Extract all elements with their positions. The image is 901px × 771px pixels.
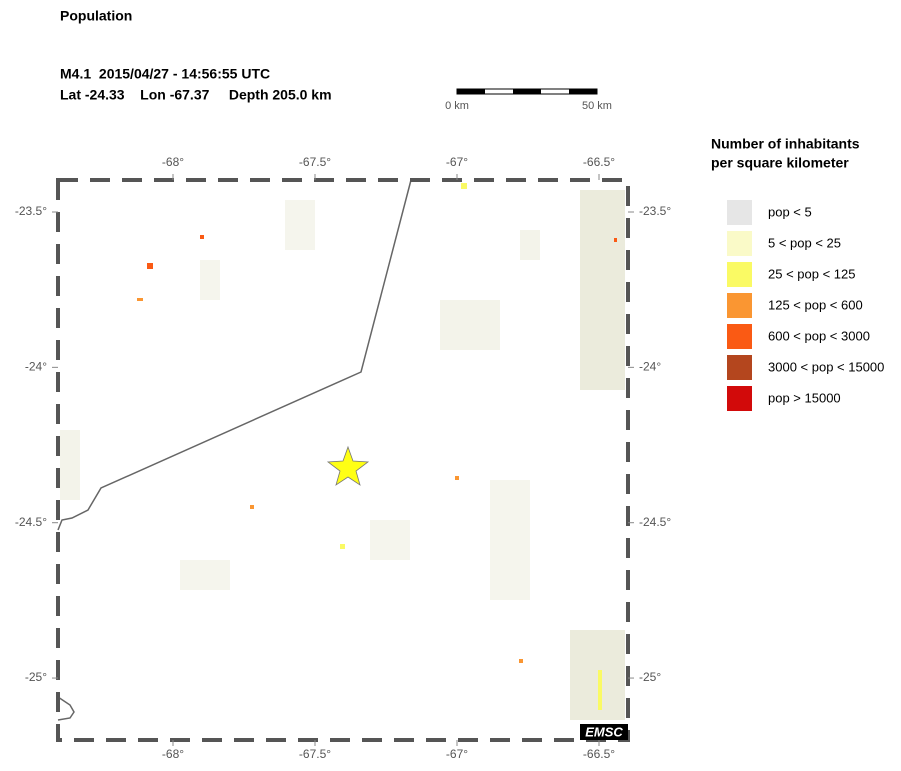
- legend-swatch: [727, 293, 752, 318]
- scale-start: 0 km: [445, 100, 469, 112]
- cell-cluster: [60, 430, 80, 500]
- event-info: M4.1 2015/04/27 - 14:56:55 UTC: [60, 66, 270, 82]
- population-dots: [137, 183, 617, 710]
- lon-label: -67°: [446, 747, 468, 761]
- dot: [614, 238, 617, 242]
- legend-swatch: [727, 200, 752, 225]
- lat-label: -24.5°: [15, 515, 47, 529]
- cell-cluster: [580, 190, 625, 390]
- legend-title: per square kilometer: [711, 155, 849, 171]
- lon-label: -66.5°: [583, 155, 615, 169]
- border-line: [57, 179, 412, 721]
- dot: [461, 183, 467, 189]
- lat-label: -24°: [25, 360, 47, 374]
- lon-label: -68°: [162, 747, 184, 761]
- map-frame: [56, 178, 630, 742]
- scale-bar: 0 km 50 km: [445, 88, 612, 112]
- scale-segment: [457, 89, 485, 94]
- dot: [519, 659, 523, 663]
- credit-box: [580, 724, 628, 740]
- lon-label: -66.5°: [583, 747, 615, 761]
- legend-swatch: [727, 262, 752, 287]
- legend-swatch: [727, 231, 752, 256]
- lat-label: -25°: [639, 670, 661, 684]
- dot: [340, 544, 345, 549]
- cell-cluster: [200, 260, 220, 300]
- cell-cluster: [490, 480, 530, 600]
- legend-swatch: [727, 355, 752, 380]
- lon-label: -68°: [162, 155, 184, 169]
- legend-label: 600 < pop < 3000: [768, 328, 870, 343]
- lat-label: -24°: [639, 360, 661, 374]
- legend-label: 3000 < pop < 15000: [768, 359, 884, 374]
- legend-label: pop > 15000: [768, 390, 841, 405]
- cell-cluster: [520, 230, 540, 260]
- lon-label: -67.5°: [299, 155, 331, 169]
- scale-segment: [569, 89, 597, 94]
- legend-label: 125 < pop < 600: [768, 297, 863, 312]
- cell-cluster: [440, 300, 500, 350]
- credit: EMSC: [585, 724, 623, 739]
- epicenter-star: [326, 445, 370, 486]
- legend-swatch: [727, 386, 752, 411]
- lon-label: -67°: [446, 155, 468, 169]
- lat-label: -25°: [25, 670, 47, 684]
- map: EMSC: [56, 178, 630, 742]
- lat-label: -23.5°: [15, 204, 47, 218]
- dot: [598, 670, 602, 710]
- scale-end: 50 km: [582, 100, 612, 112]
- dot: [200, 235, 204, 239]
- legend-label: 5 < pop < 25: [768, 235, 841, 250]
- cell-cluster: [180, 560, 230, 590]
- legend-title: Number of inhabitants: [711, 136, 860, 152]
- cell-cluster: [370, 520, 410, 560]
- location-info: Lat -24.33 Lon -67.37 Depth 205.0 km: [60, 87, 332, 103]
- dot: [147, 263, 153, 269]
- dot: [137, 298, 143, 301]
- legend-swatch: [727, 324, 752, 349]
- cell-cluster: [570, 630, 625, 720]
- legend-label: pop < 5: [768, 204, 812, 219]
- population-cells: [60, 190, 625, 720]
- title: Population: [60, 8, 132, 24]
- legend-label: 25 < pop < 125: [768, 266, 855, 281]
- lat-label: -23.5°: [639, 204, 671, 218]
- dot: [455, 476, 459, 480]
- scale-segment: [513, 89, 541, 94]
- lat-label: -24.5°: [639, 515, 671, 529]
- cell-cluster: [285, 200, 315, 250]
- lon-label: -67.5°: [299, 747, 331, 761]
- legend: pop < 5 5 < pop < 25 25 < pop < 125 125 < p…: [727, 200, 884, 411]
- dot: [250, 505, 254, 509]
